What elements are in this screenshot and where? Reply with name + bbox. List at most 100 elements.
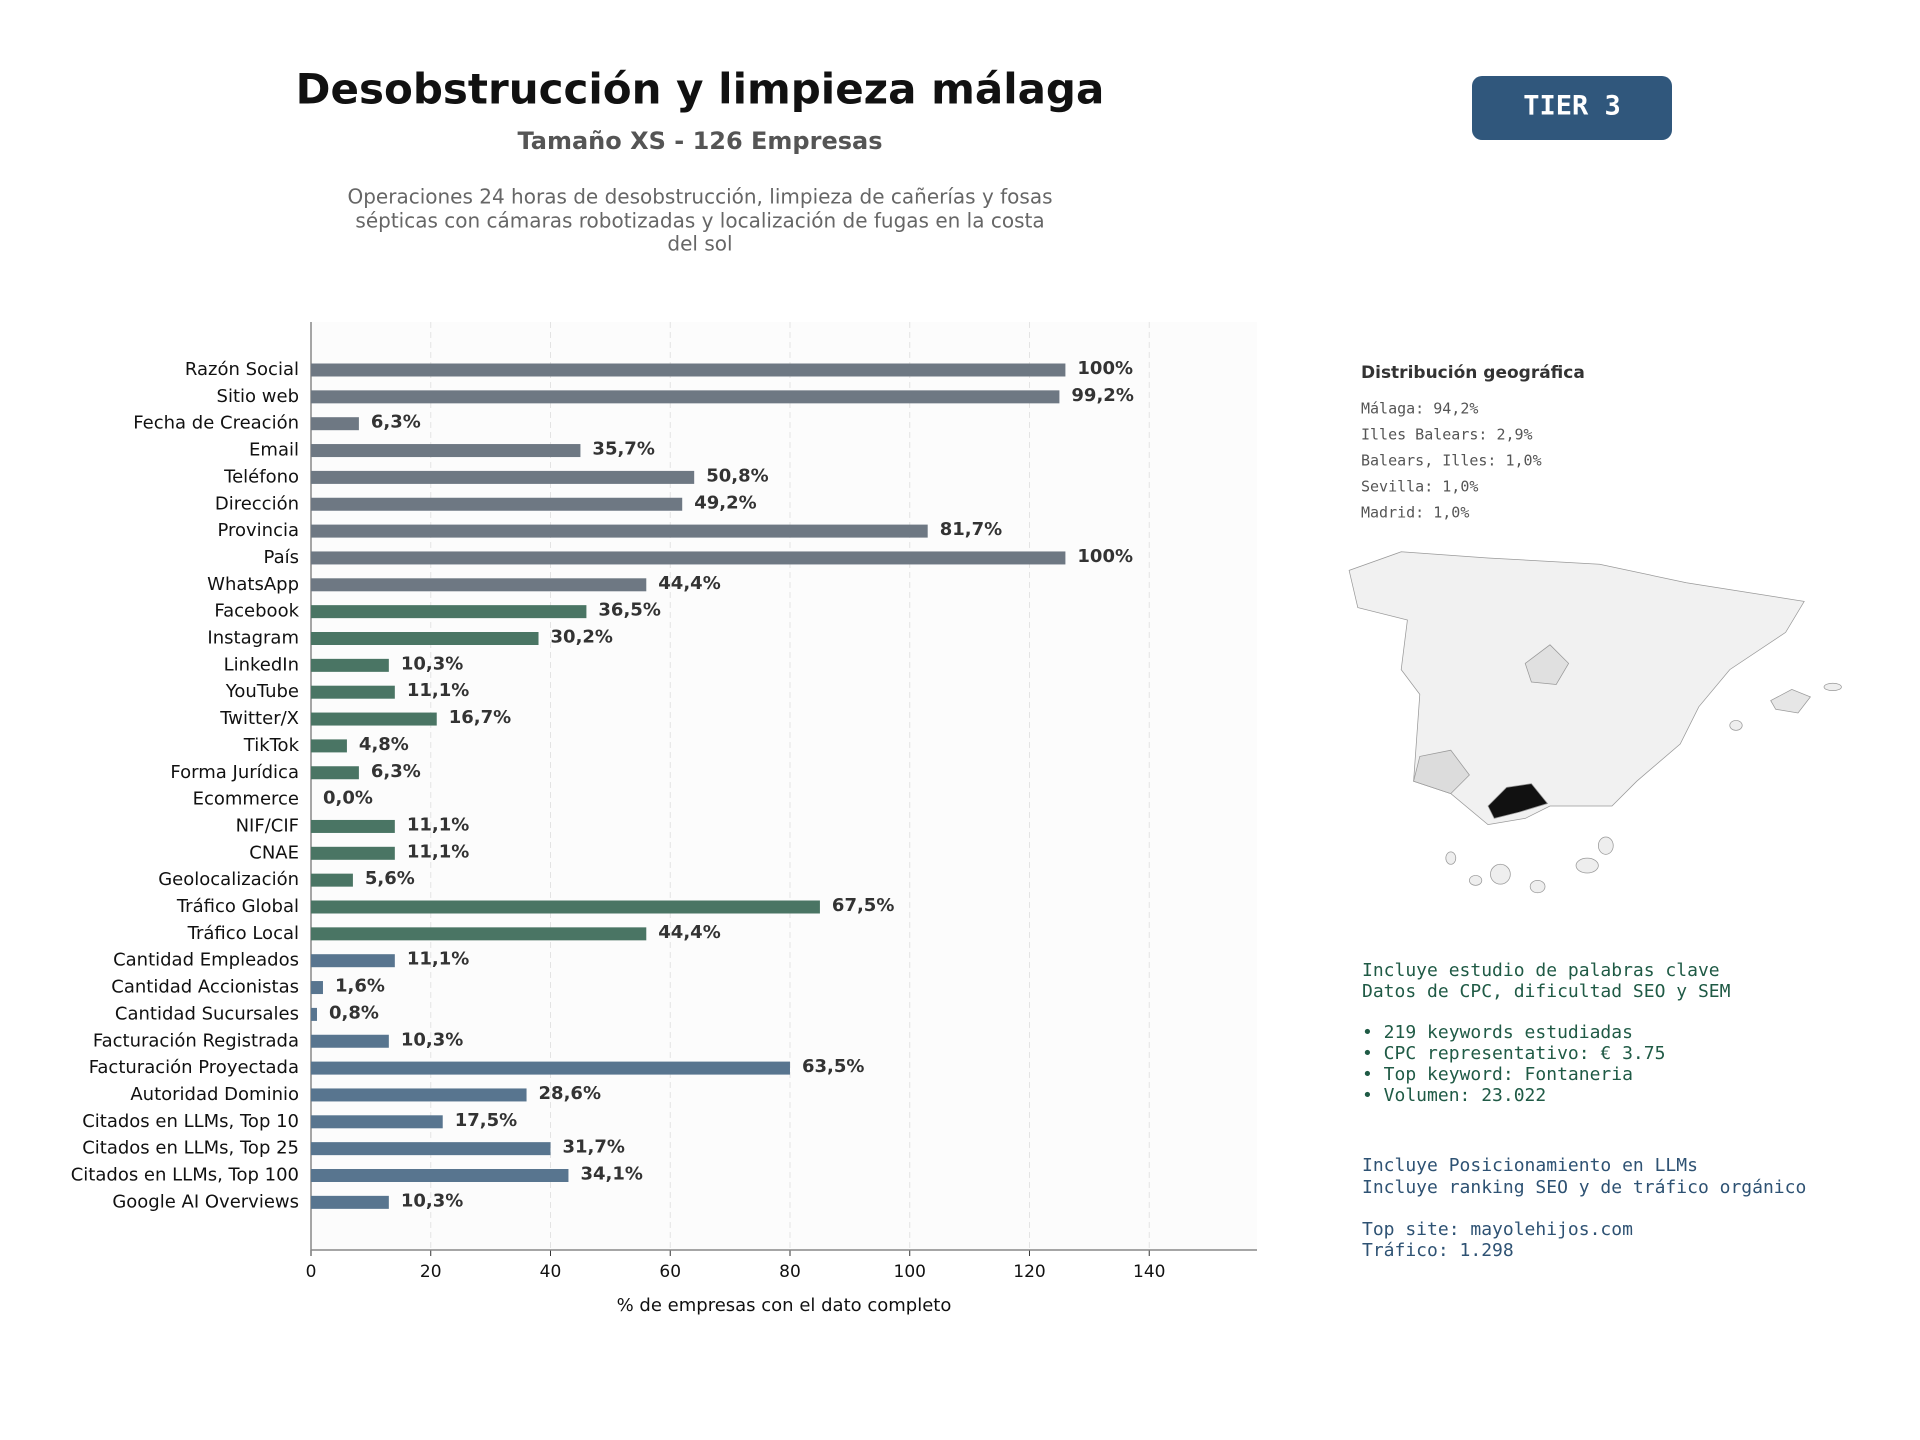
y-tick-label: Teléfono	[223, 466, 299, 487]
y-tick-label: Tráfico Global	[176, 896, 299, 917]
y-tick-label: Instagram	[207, 628, 299, 649]
x-tick-label: 0	[306, 1262, 317, 1282]
map-island	[1490, 863, 1511, 885]
value-label: 0,0%	[323, 788, 373, 809]
keywords-item: • CPC representativo: € 3.75	[1362, 1043, 1665, 1064]
map-spain	[1348, 551, 1805, 825]
bar	[311, 1169, 569, 1182]
value-label: 10,3%	[401, 1029, 463, 1050]
value-label: 5,6%	[365, 868, 415, 889]
bar	[311, 1088, 527, 1102]
y-tick-label: CNAE	[249, 842, 299, 863]
bar	[311, 470, 695, 484]
y-tick-label: Facturación Registrada	[93, 1030, 299, 1051]
y-tick-label: Provincia	[217, 520, 299, 541]
tier-badge	[1472, 76, 1672, 140]
y-tick-label: Fecha de Creación	[133, 413, 299, 434]
y-tick-label: LinkedIn	[224, 654, 299, 675]
title: Desobstrucción y limpieza málaga	[296, 65, 1105, 114]
value-label: 10,3%	[401, 1190, 463, 1211]
value-label: 100%	[1077, 546, 1133, 567]
y-tick-label: YouTube	[225, 681, 299, 702]
bar	[311, 524, 928, 538]
map-island	[1529, 880, 1546, 894]
bar	[311, 712, 437, 726]
bar	[311, 981, 323, 995]
y-tick-label: Razón Social	[185, 359, 299, 380]
value-label: 1,6%	[335, 976, 385, 997]
value-label: 44,4%	[658, 573, 720, 594]
value-label: 81,7%	[940, 519, 1002, 540]
y-tick-label: Citados en LLMs, Top 10	[82, 1111, 299, 1132]
value-label: 100%	[1077, 358, 1133, 379]
llm-line: Incluye ranking SEO y de tráfico orgánic…	[1362, 1177, 1806, 1198]
bar	[311, 551, 1066, 565]
value-label: 11,1%	[407, 841, 469, 862]
value-label: 16,7%	[449, 707, 511, 728]
y-tick-label: Ecommerce	[193, 789, 299, 810]
bar	[311, 1007, 317, 1021]
geo-item: Sevilla: 1,0%	[1361, 478, 1478, 496]
y-tick-label: Cantidad Empleados	[113, 950, 299, 971]
bar	[311, 846, 395, 860]
bar	[311, 444, 581, 458]
map-malaga	[1487, 783, 1549, 819]
y-tick-label: Citados en LLMs, Top 25	[82, 1138, 299, 1159]
value-label: 44,4%	[658, 922, 720, 943]
value-label: 34,1%	[580, 1164, 642, 1185]
bar	[311, 1061, 790, 1075]
x-tick-label: 80	[779, 1262, 801, 1282]
x-tick-label: 20	[420, 1262, 442, 1282]
x-tick-label: 100	[894, 1262, 926, 1282]
bar	[311, 1142, 551, 1156]
bar	[311, 605, 587, 619]
geo-title: Distribución geográfica	[1361, 363, 1585, 383]
y-tick-label: Tráfico Local	[187, 923, 299, 944]
map-island	[1823, 682, 1842, 692]
map-island	[1575, 857, 1599, 874]
plot-bg	[311, 322, 1257, 1250]
site-line: Tráfico: 1.298	[1362, 1240, 1514, 1261]
bar	[311, 819, 395, 833]
map-madrid	[1524, 644, 1570, 685]
tier-label: TIER 3	[1523, 91, 1621, 122]
y-tick-label: Cantidad Accionistas	[111, 977, 299, 998]
value-label: 35,7%	[592, 439, 654, 460]
bar	[311, 1034, 389, 1048]
bar	[311, 873, 353, 887]
bar	[311, 1195, 389, 1209]
y-tick-label: Forma Jurídica	[170, 762, 299, 783]
bar	[311, 739, 347, 753]
map-island	[1597, 836, 1614, 855]
x-tick-label: 40	[540, 1262, 562, 1282]
map-balears	[1770, 689, 1811, 714]
value-label: 11,1%	[407, 814, 469, 835]
bar	[311, 766, 359, 780]
keywords-item: • 219 keywords estudiadas	[1362, 1022, 1633, 1043]
bar	[311, 578, 647, 592]
x-tick-label: 120	[1013, 1262, 1045, 1282]
y-tick-label: WhatsApp	[207, 574, 299, 595]
value-label: 6,3%	[371, 761, 421, 782]
value-label: 11,1%	[407, 680, 469, 701]
subtitle: Tamaño XS - 126 Empresas	[518, 127, 883, 155]
bar	[311, 900, 820, 914]
value-label: 11,1%	[407, 949, 469, 970]
y-tick-label: Citados en LLMs, Top 100	[71, 1165, 299, 1186]
keywords-item: • Volumen: 23.022	[1362, 1085, 1546, 1106]
geo-item: Málaga: 94,2%	[1361, 400, 1478, 418]
y-tick-label: Google AI Overviews	[112, 1191, 299, 1212]
map-sevilla	[1413, 749, 1470, 795]
bar	[311, 417, 359, 431]
y-tick-label: Facturación Proyectada	[89, 1057, 299, 1078]
bar	[311, 954, 395, 968]
value-label: 4,8%	[359, 734, 409, 755]
x-axis-label: % de empresas con el dato completo	[617, 1295, 952, 1316]
y-tick-label: Facebook	[214, 601, 299, 622]
value-label: 49,2%	[694, 492, 756, 513]
description: sépticas con cámaras robotizadas y local…	[355, 209, 1044, 233]
geo-item: Balears, Illes: 1,0%	[1361, 452, 1542, 470]
y-tick-label: País	[264, 547, 299, 568]
value-label: 36,5%	[598, 600, 660, 621]
